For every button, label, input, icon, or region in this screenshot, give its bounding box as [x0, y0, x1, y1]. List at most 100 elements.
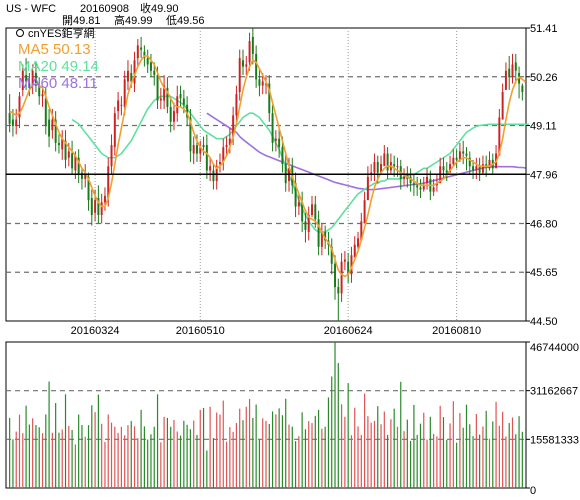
- candle-body: [373, 161, 376, 173]
- legend-ma5: MA5 50.13: [18, 41, 91, 58]
- date-tick-label: 20160510: [176, 325, 225, 337]
- candle-body: [126, 70, 129, 82]
- candle-body: [514, 62, 517, 71]
- candle-body: [271, 113, 274, 143]
- candle-body: [281, 147, 284, 165]
- candle-body: [156, 75, 159, 101]
- candle-body: [67, 151, 70, 158]
- price-tick-label: 45.65: [530, 267, 558, 279]
- candle-body: [123, 79, 126, 107]
- candle-body: [251, 36, 254, 54]
- candle-body: [419, 187, 422, 190]
- candle-body: [248, 41, 251, 63]
- price-tick-label: 44.50: [530, 316, 558, 328]
- candle-body: [97, 198, 100, 215]
- candle-body: [465, 153, 468, 156]
- candle-body: [304, 221, 307, 230]
- candle-body: [468, 157, 471, 167]
- candle-body: [501, 92, 504, 120]
- candle-body: [159, 98, 162, 101]
- candle-body: [511, 64, 514, 78]
- legend-ma20: MA20 49.14: [18, 58, 99, 75]
- candle-body: [422, 185, 425, 190]
- candle-body: [110, 145, 113, 167]
- candle-body: [74, 155, 77, 171]
- candle-body: [57, 142, 60, 146]
- candle-body: [261, 81, 264, 86]
- candle-body: [205, 145, 208, 171]
- volume-grid: [6, 390, 526, 440]
- candle-body: [113, 113, 116, 148]
- header-low: 低49.56: [166, 14, 205, 27]
- price-tick-label: 51.41: [530, 23, 558, 35]
- price-x-ticks: 20160324 20160510 20160624 20160810: [71, 325, 481, 337]
- date-tick-label: 20160624: [324, 325, 373, 337]
- candle-body: [265, 83, 267, 85]
- candle-body: [90, 198, 93, 215]
- candle-body: [21, 70, 24, 90]
- date-tick-label: 20160810: [432, 325, 481, 337]
- candle-body: [149, 62, 152, 71]
- candle-body: [179, 94, 182, 99]
- candle-body: [350, 255, 353, 275]
- candle-body: [488, 159, 491, 169]
- candle-body: [278, 138, 281, 148]
- header-symbol: US - WFC: [6, 3, 56, 15]
- candle-body: [320, 231, 323, 247]
- candle-body: [274, 138, 277, 141]
- candle-body: [314, 204, 317, 220]
- candle-body: [297, 202, 300, 207]
- candle-body: [163, 85, 166, 101]
- candle-body: [307, 214, 310, 232]
- candle-body: [498, 117, 501, 156]
- candle-body: [209, 166, 212, 171]
- ma5-line: [9, 55, 527, 278]
- candle-body: [442, 166, 445, 171]
- candle-body: [409, 176, 412, 184]
- candle-body: [343, 259, 346, 262]
- candle-body: [357, 238, 360, 247]
- candle-body: [192, 145, 195, 154]
- volume-tick-label: 0: [530, 485, 536, 497]
- candle-body: [166, 87, 169, 107]
- candle-body: [117, 100, 120, 112]
- candle-body: [245, 64, 248, 67]
- candle-body: [462, 151, 465, 154]
- price-tick-label: 49.11: [530, 121, 557, 133]
- candle-body: [219, 161, 221, 165]
- candle-body: [330, 246, 333, 264]
- candle-body: [347, 261, 350, 275]
- candle-body: [143, 51, 146, 59]
- candle-body: [485, 164, 488, 167]
- candle-body: [133, 60, 136, 84]
- logo-mark: [16, 29, 24, 37]
- candle-body: [84, 172, 87, 179]
- candle-body: [11, 119, 14, 126]
- candle-body: [472, 166, 475, 171]
- ma20-line: [71, 95, 529, 233]
- candle-body: [169, 106, 172, 122]
- candle-body: [54, 119, 57, 143]
- candle-body: [449, 164, 452, 173]
- candle-body: [452, 157, 455, 165]
- candle-body: [255, 53, 258, 80]
- candle-body: [504, 70, 507, 90]
- legend-ma60: MA60 48.11: [18, 75, 98, 92]
- candle-body: [51, 119, 54, 131]
- price-tick-label: 46.80: [530, 218, 558, 230]
- candle-body: [41, 94, 44, 97]
- candle-body: [8, 113, 11, 124]
- candle-body: [146, 58, 149, 65]
- candle-body: [182, 98, 185, 105]
- candle-body: [317, 219, 320, 247]
- candle-body: [140, 47, 143, 50]
- candle-body: [337, 287, 340, 294]
- candle-body: [426, 176, 429, 184]
- header-open: 開49.81: [62, 14, 101, 27]
- candle-body: [301, 202, 304, 222]
- candle-body: [383, 153, 386, 167]
- header-date: 20160908: [80, 3, 129, 15]
- candle-body: [80, 172, 83, 179]
- candle-body: [363, 200, 366, 224]
- candle-body: [340, 261, 343, 294]
